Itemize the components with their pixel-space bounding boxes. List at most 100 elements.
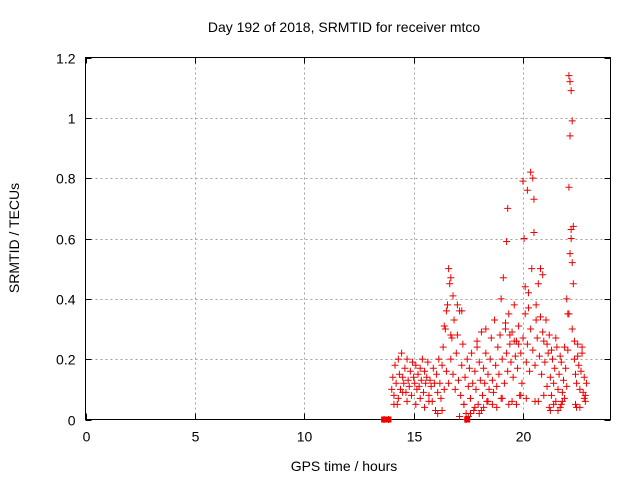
data-point (447, 355, 455, 363)
data-point (433, 370, 441, 378)
data-point (461, 373, 469, 381)
data-point (500, 379, 508, 387)
data-point (504, 204, 512, 212)
data-point (527, 168, 535, 176)
data-point (563, 382, 571, 390)
data-point (540, 337, 548, 345)
data-point (522, 358, 530, 366)
data-point (530, 228, 538, 236)
data-point (436, 379, 444, 387)
data-point (427, 382, 435, 390)
data-point (434, 388, 442, 396)
data-point (399, 388, 407, 396)
data-point (510, 337, 518, 345)
data-point (569, 280, 577, 288)
data-point (472, 385, 480, 393)
data-point (515, 322, 523, 330)
data-point (398, 349, 406, 357)
data-point (475, 409, 483, 417)
data-point (474, 400, 482, 408)
y-tick-label: 0 (68, 413, 76, 429)
data-point (467, 394, 474, 402)
data-point (389, 373, 397, 381)
data-point (568, 325, 576, 333)
data-point (554, 406, 562, 414)
data-point (484, 397, 492, 405)
data-point (545, 403, 553, 411)
data-point (517, 391, 525, 399)
data-point (493, 403, 501, 411)
data-point (519, 334, 527, 342)
data-point (444, 301, 452, 309)
data-point (567, 235, 575, 242)
data-point (418, 355, 426, 363)
data-point (543, 340, 551, 348)
data-point (511, 352, 519, 360)
data-point (559, 376, 567, 384)
data-point (416, 364, 424, 372)
data-point (480, 364, 488, 372)
data-point (509, 373, 517, 381)
data-point (550, 400, 558, 408)
data-point (439, 343, 447, 351)
data-point (566, 132, 574, 140)
data-point (527, 325, 535, 333)
data-point (449, 370, 457, 378)
data-point (562, 364, 570, 372)
data-point (476, 376, 484, 384)
data-point (450, 316, 458, 324)
data-point (523, 186, 531, 194)
data-point (442, 367, 450, 375)
data-point (469, 379, 477, 387)
data-point (524, 289, 532, 297)
data-point (403, 355, 411, 363)
data-point (482, 325, 490, 333)
data-point (564, 310, 572, 318)
data-point (544, 349, 552, 357)
x-tick-label: 20 (516, 429, 532, 445)
data-point (506, 331, 514, 339)
data-point (512, 400, 520, 408)
x-tick-label: 15 (407, 429, 423, 445)
y-axis-title: SRMTID / TECUs (6, 183, 22, 293)
data-point (504, 367, 512, 375)
data-point (576, 385, 584, 393)
data-point (514, 364, 522, 372)
data-point (566, 78, 574, 86)
data-point (438, 361, 446, 369)
data-point (405, 382, 413, 390)
data-point (553, 343, 561, 351)
data-point (521, 283, 529, 291)
data-point (556, 352, 564, 360)
data-point (543, 382, 551, 390)
data-point (475, 358, 483, 366)
data-point (508, 397, 516, 405)
data-point (542, 316, 550, 324)
data-point (488, 376, 496, 384)
data-point (563, 295, 571, 303)
x-tick-label: 5 (192, 429, 200, 445)
data-point (487, 334, 495, 342)
data-point (473, 343, 481, 351)
data-point (575, 361, 583, 369)
data-point (538, 370, 546, 378)
data-point (414, 370, 422, 378)
data-point (453, 301, 461, 309)
data-point (503, 349, 511, 357)
data-point (532, 301, 540, 309)
data-point (421, 367, 429, 375)
data-point (557, 400, 565, 408)
data-point (573, 379, 581, 387)
data-point (440, 385, 448, 393)
data-point (452, 349, 460, 357)
data-point (424, 358, 432, 366)
data-point (479, 391, 487, 399)
data-point (551, 364, 559, 372)
data-point (468, 349, 476, 357)
data-point (438, 406, 446, 414)
x-tick-label: 10 (297, 429, 313, 445)
data-point-square (381, 416, 388, 423)
data-point (522, 394, 530, 402)
data-point (458, 307, 466, 315)
data-point (463, 355, 471, 363)
